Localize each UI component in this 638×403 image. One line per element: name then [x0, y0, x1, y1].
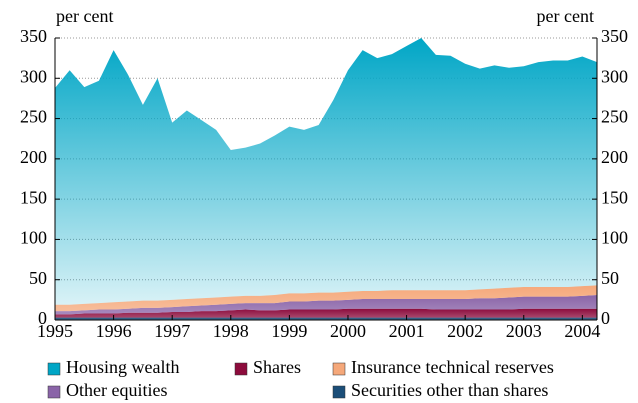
y-tick-label: 100 [20, 228, 47, 248]
y2-tick-label: 250 [601, 107, 628, 127]
x-tick-label: 2000 [330, 321, 366, 341]
y-tick-label: 50 [29, 268, 47, 288]
y-tick-label: 350 [20, 26, 47, 46]
legend-swatch [332, 362, 346, 376]
x-tick-label: 1996 [96, 321, 132, 341]
area [55, 285, 597, 312]
x-tick-label: 2002 [447, 321, 483, 341]
area [55, 38, 597, 305]
legend-label: Other equities [66, 380, 167, 400]
area [55, 295, 597, 315]
x-tick-label: 1999 [271, 321, 307, 341]
y-axis-label: per cent [56, 6, 113, 26]
y-tick-label: 250 [20, 107, 47, 127]
legend-label: Shares [253, 357, 301, 377]
y2-tick-label: 100 [601, 228, 628, 248]
x-tick-label: 1995 [37, 321, 73, 341]
legend-label: Insurance technical reserves [351, 357, 554, 377]
x-tick-label: 1998 [213, 321, 249, 341]
y2-tick-label: 350 [601, 26, 628, 46]
y2-tick-label: 150 [601, 187, 628, 207]
legend-swatch [47, 362, 61, 376]
legend-swatch [332, 385, 346, 399]
y2-tick-label: 0 [601, 308, 610, 328]
y-tick-label: 300 [20, 66, 47, 86]
y-tick-label: 150 [20, 187, 47, 207]
y2-tick-label: 200 [601, 147, 628, 167]
legend-swatch [47, 385, 61, 399]
y-tick-label: 0 [38, 308, 47, 328]
x-tick-label: 1997 [154, 321, 190, 341]
y2-tick-label: 300 [601, 66, 628, 86]
x-tick-label: 2004 [564, 321, 600, 341]
area [55, 317, 597, 320]
x-tick-label: 2001 [389, 321, 425, 341]
area [55, 308, 597, 318]
y2-tick-label: 50 [601, 268, 619, 288]
legend-label: Housing wealth [66, 357, 179, 377]
y-tick-label: 200 [20, 147, 47, 167]
legend-label: Securities other than shares [351, 380, 548, 400]
y2-axis-label: per cent [537, 6, 594, 26]
legend-swatch [234, 362, 248, 376]
x-tick-label: 2003 [506, 321, 542, 341]
